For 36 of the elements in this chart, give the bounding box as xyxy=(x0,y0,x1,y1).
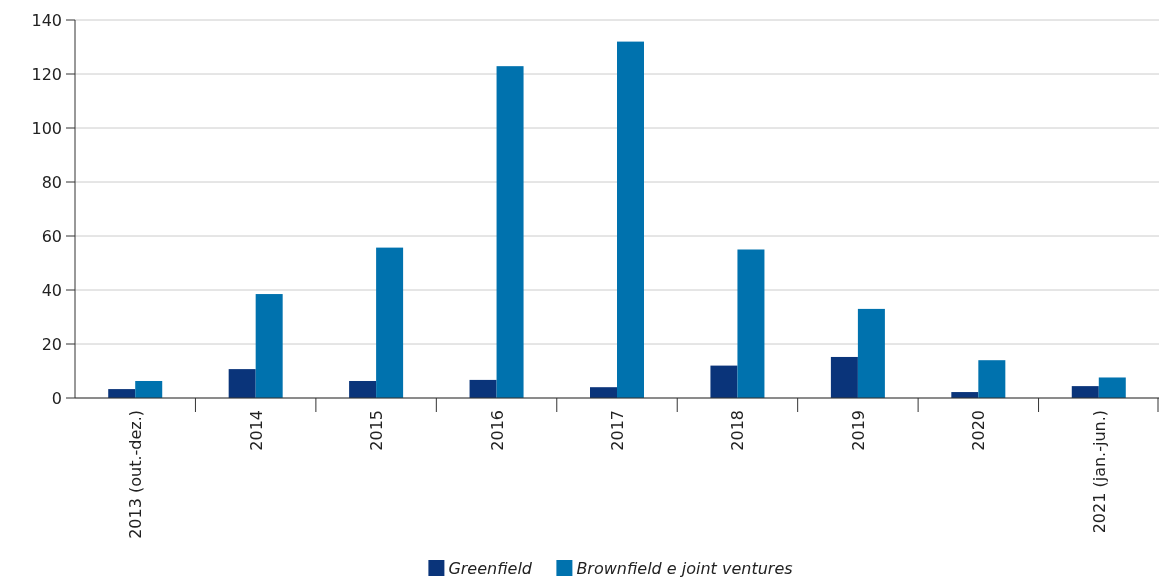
bar xyxy=(857,308,885,398)
y-tick-label: 100 xyxy=(31,118,62,138)
bar xyxy=(737,249,765,398)
x-tick-label: 2013 (out.-dez.) xyxy=(126,410,146,539)
bar xyxy=(108,389,136,398)
y-tick-label: 20 xyxy=(41,334,62,354)
x-tick-label: 2015 xyxy=(367,410,387,451)
bar xyxy=(135,380,163,398)
y-tick-label: 0 xyxy=(51,388,62,408)
bar xyxy=(228,369,256,398)
bar xyxy=(830,356,858,398)
bar xyxy=(710,365,738,398)
y-tick-label: 120 xyxy=(31,64,62,84)
x-tick-label: 2021 (jan.-jun.) xyxy=(1089,410,1109,534)
y-tick-label: 40 xyxy=(41,280,62,300)
x-tick-label: 2019 xyxy=(848,410,868,451)
bar xyxy=(1098,377,1126,398)
legend-label: Greenfield xyxy=(448,559,533,578)
bar xyxy=(978,360,1006,398)
bar xyxy=(496,66,524,398)
bar xyxy=(590,387,617,398)
x-tick-label: 2018 xyxy=(728,410,748,451)
x-tick-label: 2014 xyxy=(246,410,266,451)
bar xyxy=(469,379,497,398)
bar xyxy=(376,247,404,398)
bar xyxy=(255,294,283,398)
legend-label: Brownfield e joint ventures xyxy=(576,559,793,578)
bar xyxy=(617,41,644,398)
x-tick-label: 2017 xyxy=(608,410,627,451)
x-tick-label: 2020 xyxy=(969,410,989,451)
bar xyxy=(1071,386,1099,398)
x-tick-label: 2016 xyxy=(487,410,507,451)
y-tick-label: 140 xyxy=(31,10,62,30)
bar xyxy=(349,380,377,398)
y-tick-label: 80 xyxy=(41,172,62,192)
y-tick-label: 60 xyxy=(41,226,62,246)
